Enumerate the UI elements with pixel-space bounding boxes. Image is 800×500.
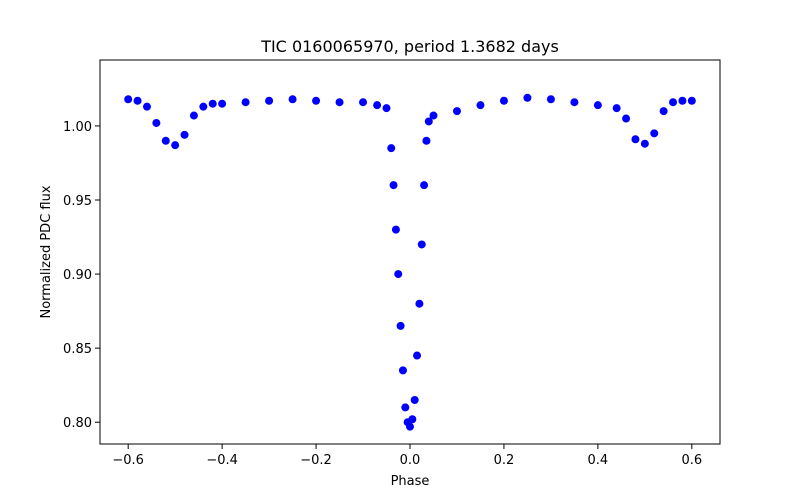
x-tick-label: 0.6 xyxy=(681,453,702,468)
data-point xyxy=(415,299,424,308)
x-tick-label: 0.2 xyxy=(494,453,515,468)
y-tick-label: 0.85 xyxy=(63,342,92,357)
chart-title: TIC 0160065970, period 1.3682 days xyxy=(260,37,559,56)
data-point xyxy=(678,96,687,105)
data-point xyxy=(142,102,151,111)
data-point xyxy=(189,111,198,120)
data-point xyxy=(171,141,180,150)
data-point xyxy=(180,130,189,139)
x-tick-label: −0.2 xyxy=(300,453,332,468)
data-point xyxy=(335,98,344,107)
data-point xyxy=(593,101,602,110)
data-point xyxy=(359,98,368,107)
data-point xyxy=(208,99,217,108)
data-point xyxy=(391,225,400,234)
data-point xyxy=(373,101,382,110)
data-point xyxy=(401,403,410,412)
data-point xyxy=(622,114,631,123)
y-axis-label: Normalized PDC flux xyxy=(39,185,54,318)
data-point xyxy=(288,95,297,104)
x-tick-label: 0.4 xyxy=(588,453,609,468)
data-point xyxy=(422,136,431,145)
y-tick-label: 0.90 xyxy=(63,268,92,283)
data-point xyxy=(570,98,579,107)
data-point xyxy=(133,96,142,105)
data-point xyxy=(387,144,396,153)
y-tick-label: 0.95 xyxy=(63,194,92,209)
data-point xyxy=(499,96,508,105)
data-point xyxy=(408,415,417,424)
data-point xyxy=(389,181,398,190)
data-point xyxy=(650,129,659,138)
data-point xyxy=(669,98,678,107)
data-point xyxy=(398,366,407,375)
axis-ticks: −0.6 −0.4 −0.2 0.0 0.2 0.4 0.6 0.80 0.85 0.90 0.95… xyxy=(63,120,702,468)
data-point xyxy=(312,96,321,105)
y-tick-label: 0.80 xyxy=(63,416,92,431)
data-point xyxy=(612,104,621,113)
data-point xyxy=(265,96,274,105)
data-point xyxy=(161,136,170,145)
data-point xyxy=(218,99,227,108)
data-point xyxy=(546,95,555,104)
data-point xyxy=(659,107,668,116)
x-tick-label: −0.4 xyxy=(206,453,238,468)
data-point xyxy=(631,135,640,144)
data-points xyxy=(124,93,696,431)
data-point xyxy=(396,321,405,330)
data-point xyxy=(417,240,426,249)
data-point xyxy=(476,101,485,110)
data-point xyxy=(406,422,414,431)
data-point xyxy=(523,93,532,102)
data-point xyxy=(124,95,133,104)
data-point xyxy=(424,117,433,126)
data-point xyxy=(382,104,391,113)
data-point xyxy=(420,181,429,190)
data-point xyxy=(452,107,461,116)
x-tick-label: 0.0 xyxy=(400,453,421,468)
x-axis-label: Phase xyxy=(391,474,430,489)
x-tick-label: −0.6 xyxy=(112,453,144,468)
data-point xyxy=(152,118,161,127)
data-point xyxy=(429,111,438,120)
data-point xyxy=(410,396,419,404)
plot-frame xyxy=(99,59,721,445)
data-point xyxy=(687,96,696,105)
data-point xyxy=(199,102,208,111)
data-point xyxy=(640,139,649,148)
data-point xyxy=(394,270,403,279)
y-tick-label: 1.00 xyxy=(63,120,92,135)
data-point xyxy=(241,98,250,107)
data-point xyxy=(413,351,422,360)
